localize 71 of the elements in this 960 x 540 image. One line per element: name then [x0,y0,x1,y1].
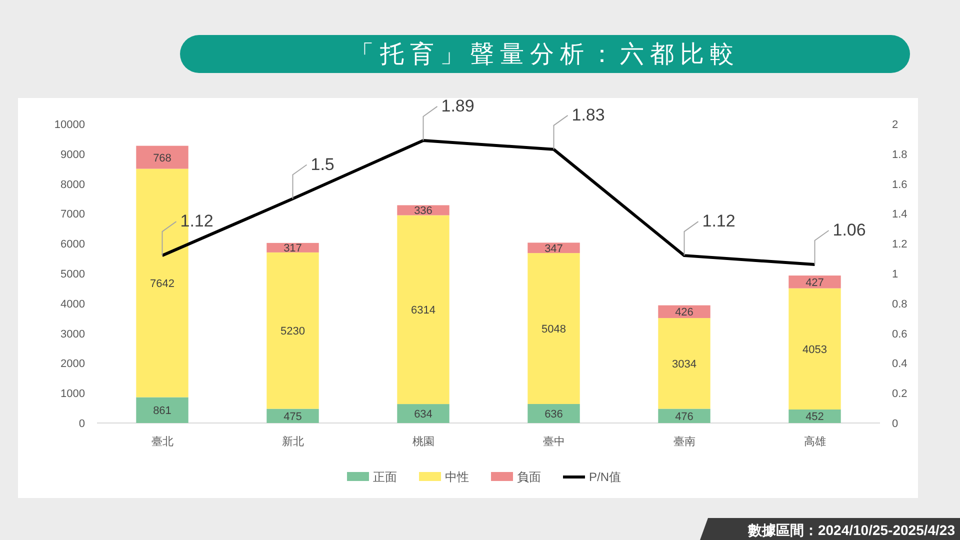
legend-label: 正面 [373,470,397,484]
data-label: 5048 [542,324,566,336]
data-label: 861 [153,405,172,418]
y2-tick-label: 0 [892,418,898,430]
bar [788,409,841,423]
bar [266,252,319,409]
data-label: 426 [675,306,694,319]
y2-tick-label: 1.2 [892,238,908,251]
y-tick-label: 5000 [60,268,85,280]
data-label: 1.89 [441,96,474,116]
bar [658,318,710,409]
x-tick-label: 高雄 [804,435,826,448]
bar [136,146,188,169]
legend-label: 中性 [445,470,469,484]
legend-label: P/N值 [589,470,622,484]
text: 數據區間：2024/10/25-2025/4/23 [746,522,956,538]
y2-tick-label: 1.6 [892,178,908,191]
bar [136,397,188,423]
y-tick-label: 8000 [60,178,85,191]
bar [397,215,450,404]
y-tick-label: 0 [78,418,85,430]
bar [788,288,841,410]
y2-tick-label: 0.6 [892,328,908,340]
x-tick-label: 桃園 [412,436,434,448]
data-label: 6314 [411,304,436,317]
bar [528,404,580,423]
data-label: 336 [414,205,432,218]
data-label: 317 [284,242,302,255]
legend-label: 負面 [517,470,541,484]
data-label: 1.5 [310,154,334,174]
y2-tick-label: 0.2 [892,388,908,400]
data-label: 5230 [280,326,305,338]
bar [397,205,450,216]
x-tick-label: 臺中 [542,435,565,448]
x-tick-label: 臺南 [673,435,696,448]
bar [658,408,710,423]
bar [528,253,580,404]
data-label: 427 [806,276,824,289]
y2-tick-label: 2 [892,119,898,131]
y2-tick-label: 1.4 [892,208,908,221]
y-tick-label: 6000 [60,238,85,251]
data-label: 1.12 [702,212,736,231]
y-tick-label: 2000 [60,358,85,370]
data-label: 768 [153,152,172,164]
y-tick-label: 4000 [60,298,85,310]
y2-tick-label: 0.8 [892,298,908,310]
y-tick-label: 1000 [60,388,85,400]
data-label: 3034 [672,358,696,370]
data-label: 636 [544,408,563,420]
data-label: 347 [544,242,563,255]
y2-tick-label: 1.8 [892,148,908,161]
bar [266,408,319,423]
y-tick-label: 9000 [60,148,85,161]
y2-tick-label: 1 [892,268,898,280]
bar [397,404,450,423]
data-label: 1.83 [572,105,605,124]
x-tick-label: 新北 [282,435,304,448]
data-label: 452 [806,411,824,424]
chart-title: 「托育」聲量分析：六都比較 [350,41,740,68]
y-tick-label: 3000 [60,328,85,340]
data-label: 634 [414,408,432,421]
y-tick-label: 10000 [54,119,85,131]
y2-tick-label: 0.4 [892,358,908,370]
bar [788,276,841,288]
data-label: 4053 [802,344,827,356]
data-label: 475 [284,410,302,423]
data-label: 1.06 [832,220,866,240]
data-label: 476 [675,410,694,423]
x-tick-label: 臺北 [151,435,174,448]
y-tick-label: 7000 [60,208,85,221]
data-label: 7642 [150,278,174,290]
